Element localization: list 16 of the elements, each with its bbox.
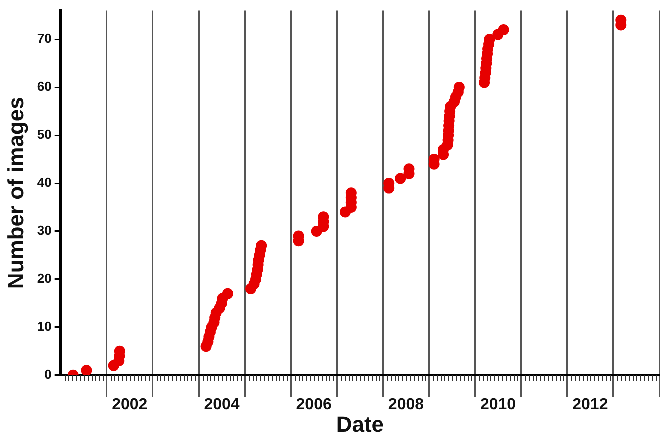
x-tick-label: 2010 bbox=[480, 396, 516, 414]
y-tick-label: 40 bbox=[37, 175, 52, 190]
x-tick-label: 2004 bbox=[204, 396, 240, 414]
y-tick-label: 10 bbox=[37, 319, 52, 334]
y-tick-label: 70 bbox=[37, 31, 52, 46]
x-tick-label: 2002 bbox=[112, 396, 148, 414]
y-tick-label: 50 bbox=[37, 127, 52, 142]
x-axis-title: Date bbox=[336, 412, 384, 437]
y-tick-label: 30 bbox=[37, 223, 52, 238]
y-tick-label: 20 bbox=[37, 271, 52, 286]
y-axis-title: Number of images bbox=[3, 97, 28, 290]
y-tick-label: 0 bbox=[44, 366, 52, 382]
x-tick-label: 2012 bbox=[572, 396, 608, 414]
x-tick-label: 2008 bbox=[388, 396, 424, 414]
y-tick-label: 60 bbox=[37, 79, 52, 94]
x-tick-label: 2006 bbox=[296, 396, 332, 414]
